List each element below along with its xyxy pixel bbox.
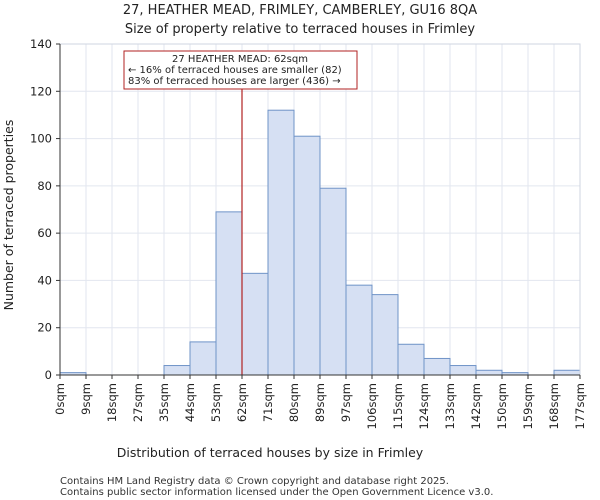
annotation-larger: 83% of terraced houses are larger (436) …: [128, 76, 341, 87]
x-tick-label: 177sqm: [573, 383, 587, 429]
x-tick-label: 80sqm: [287, 383, 301, 422]
y-tick-label: 0: [45, 368, 52, 382]
x-tick-label: 9sqm: [79, 383, 93, 415]
x-tick-label: 44sqm: [183, 383, 197, 422]
x-tick-label: 35sqm: [157, 383, 171, 422]
chart-subtitle: Size of property relative to terraced ho…: [125, 22, 476, 37]
x-tick-labels: 0sqm 9sqm 18sqm 27sqm 35sqm 44sqm 53sqm 62sqm 71…: [53, 375, 587, 429]
bar: [319, 187, 347, 376]
bar: [397, 343, 425, 376]
x-tick-label: 18sqm: [105, 383, 119, 422]
x-tick-label: 71sqm: [261, 383, 275, 422]
x-tick-label: 133sqm: [443, 383, 457, 429]
y-tick-labels: 0 20 40 60 80 100 120 140: [30, 37, 60, 382]
y-axis-label: Number of terraced properties: [1, 120, 16, 311]
x-tick-label: 150sqm: [495, 383, 509, 429]
bar: [553, 369, 581, 376]
y-tick-label: 80: [37, 179, 52, 193]
annotation-smaller: ← 16% of terraced houses are smaller (82…: [128, 65, 342, 76]
y-tick-label: 120: [30, 84, 52, 98]
bar: [345, 284, 373, 376]
bar: [449, 365, 477, 376]
annotation-box: 27 HEATHER MEAD: 62sqm ← 16% of terraced…: [123, 50, 358, 90]
chart-title: 27, HEATHER MEAD, FRIMLEY, CAMBERLEY, GU…: [123, 3, 477, 18]
bar: [189, 341, 217, 376]
bar: [293, 135, 321, 376]
x-tick-label: 142sqm: [469, 383, 483, 429]
y-tick-label: 100: [30, 132, 52, 146]
x-tick-label: 97sqm: [339, 383, 353, 422]
bar: [215, 211, 243, 376]
bar: [475, 369, 503, 376]
y-tick-label: 140: [30, 37, 52, 51]
bar: [423, 357, 451, 376]
x-tick-label: 115sqm: [391, 383, 405, 429]
x-tick-label: 124sqm: [417, 383, 431, 429]
x-tick-label: 27sqm: [131, 383, 145, 422]
x-axis-label: Distribution of terraced houses by size …: [117, 445, 424, 460]
bars: [59, 109, 581, 376]
y-tick-label: 60: [37, 226, 52, 240]
bar: [267, 109, 295, 376]
bar: [371, 294, 399, 376]
x-tick-label: 168sqm: [547, 383, 561, 429]
bar: [163, 365, 191, 376]
y-tick-label: 20: [37, 321, 52, 335]
x-tick-label: 159sqm: [521, 383, 535, 429]
annotation-title: 27 HEATHER MEAD: 62sqm: [172, 54, 308, 65]
y-tick-label: 40: [37, 273, 52, 287]
x-tick-label: 62sqm: [235, 383, 249, 422]
x-tick-label: 106sqm: [365, 383, 379, 429]
x-tick-label: 0sqm: [53, 383, 67, 415]
footer-line-2: Contains public sector information licen…: [60, 487, 493, 498]
x-tick-label: 53sqm: [209, 383, 223, 422]
footer-line-1: Contains HM Land Registry data © Crown c…: [60, 476, 449, 487]
bar: [241, 272, 269, 376]
x-tick-label: 89sqm: [313, 383, 327, 422]
